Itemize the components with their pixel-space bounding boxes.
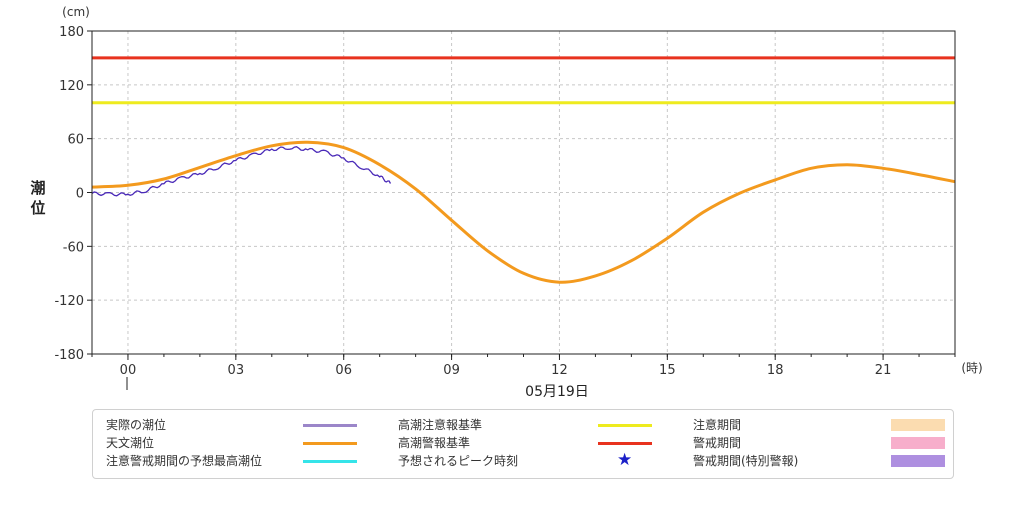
legend-box-swatch: [891, 419, 945, 431]
x-tick-label: 12: [551, 363, 568, 378]
legend-label: 警戒期間(特別警報): [693, 454, 799, 468]
y-tick-label: -120: [54, 294, 84, 309]
x-tick-label: 15: [659, 363, 676, 378]
legend-box-swatch: [891, 437, 945, 449]
legend-item: 注意警戒期間の予想最高潮位: [106, 452, 363, 470]
x-tick-label: 21: [875, 363, 892, 378]
legend-label: 予想されるピーク時刻: [398, 454, 519, 468]
x-tick-label: 09: [443, 363, 460, 378]
y-axis-label-1: 潮: [30, 179, 45, 197]
x-tick-label: 00: [120, 363, 137, 378]
series-line-observed: [91, 146, 392, 197]
legend-item: 注意期間: [693, 416, 951, 434]
legend-label: 高潮警報基準: [398, 436, 471, 450]
legend-label: 警戒期間: [693, 436, 742, 450]
series-line-astronomical: [91, 140, 956, 284]
legend-line-swatch: [303, 442, 357, 445]
y-tick-label: -60: [63, 240, 84, 255]
legend-line-swatch: [598, 424, 652, 427]
legend-label: 天文潮位: [106, 436, 155, 450]
legend: 実際の潮位 高潮注意報基準 注意期間天文潮位 高潮警報基準 警戒期間注意警戒期間の予想最…: [92, 409, 954, 479]
y-tick-label: -180: [54, 348, 84, 363]
legend-label: 注意期間: [693, 418, 742, 432]
y-axis-label-2: 位: [30, 199, 45, 217]
legend-label: 実際の潮位: [106, 418, 167, 432]
star-icon: ★: [617, 450, 633, 470]
legend-label: 高潮注意報基準: [398, 418, 483, 432]
x-unit-label: (時): [961, 361, 982, 375]
x-tick-label: 18: [767, 363, 784, 378]
y-tick-label: 120: [59, 79, 84, 94]
legend-item: 高潮注意報基準: [398, 416, 658, 434]
legend-item: 予想されるピーク時刻 ★: [398, 450, 658, 470]
tide-chart: (cm) 潮 位 180 120 60 0 -60 -120 -180 00 03 06 09 12 1…: [30, 5, 982, 400]
legend-item: 警戒期間(特別警報): [693, 452, 951, 470]
y-tick-label: 180: [59, 25, 84, 40]
y-tick-label: 0: [76, 187, 84, 202]
legend-item: 天文潮位: [106, 434, 363, 452]
legend-line-swatch: [598, 442, 652, 445]
date-label: 05月19日: [525, 384, 589, 400]
legend-line-swatch: [303, 460, 357, 463]
x-tick-label: 06: [335, 363, 352, 378]
legend-item: 警戒期間: [693, 434, 951, 452]
legend-item: 実際の潮位: [106, 416, 363, 434]
legend-item: 高潮警報基準: [398, 434, 658, 452]
legend-box-swatch: [891, 455, 945, 467]
legend-label: 注意警戒期間の予想最高潮位: [106, 454, 263, 468]
legend-line-swatch: [303, 424, 357, 427]
x-tick-label: 03: [228, 363, 245, 378]
y-tick-label: 60: [67, 133, 84, 148]
y-unit-label: (cm): [62, 5, 90, 19]
